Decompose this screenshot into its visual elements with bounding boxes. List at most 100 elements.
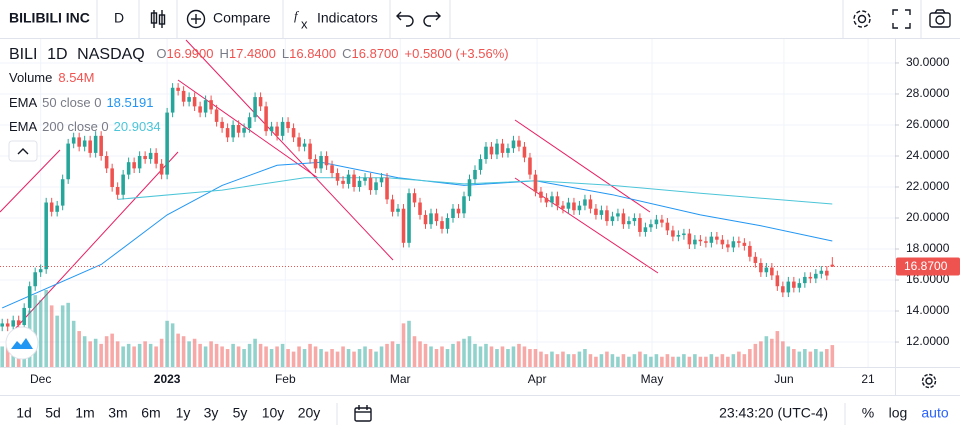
candle-body — [693, 239, 697, 245]
candle-body — [390, 199, 395, 212]
volume-bar — [319, 349, 323, 367]
indicators-button[interactable]: Indicators — [317, 10, 378, 26]
candle-body — [819, 270, 824, 274]
candle-body — [154, 152, 158, 164]
legend-name: EMA — [9, 95, 38, 110]
goto-date-icon[interactable] — [354, 405, 372, 422]
range-button[interactable]: 5d — [45, 405, 61, 421]
volume-bar — [748, 349, 752, 367]
volume-bar — [467, 336, 472, 367]
auto-toggle[interactable]: auto — [921, 405, 948, 421]
redo-icon[interactable] — [423, 11, 441, 27]
percent-toggle[interactable]: % — [862, 405, 874, 421]
range-button[interactable]: 20y — [298, 405, 321, 421]
candle-body — [187, 97, 191, 102]
candle-body — [825, 270, 829, 276]
candle-body — [99, 135, 103, 156]
candle-body — [341, 180, 345, 184]
legend-params: 50 close 0 — [42, 95, 101, 110]
ohlc-key: H — [220, 46, 229, 61]
candle-body — [781, 286, 785, 293]
volume-bar — [269, 349, 274, 367]
ohlc-key: O — [156, 46, 166, 61]
compare-icon[interactable] — [186, 9, 206, 29]
candle-body — [22, 307, 26, 325]
volume-bar — [825, 349, 829, 367]
interval-button[interactable]: D — [114, 10, 124, 26]
indicators-icon[interactable]: fx — [294, 8, 308, 31]
volume-bar — [165, 320, 169, 367]
candle-body — [357, 180, 362, 187]
candle-body — [649, 224, 653, 228]
volume-bar — [693, 354, 697, 367]
volume-bar — [621, 354, 626, 367]
range-button[interactable]: 3m — [108, 405, 127, 421]
settings-icon[interactable] — [853, 10, 871, 28]
volume-bar — [561, 351, 565, 367]
volume — [0, 290, 835, 367]
range-button[interactable]: 1d — [16, 405, 32, 421]
volume-bar — [143, 341, 147, 367]
candle-body — [731, 241, 736, 248]
y-tick-label: 18.0000 — [906, 241, 950, 255]
compare-button[interactable]: Compare — [213, 10, 271, 26]
volume-bar — [605, 351, 609, 367]
candle-body — [110, 168, 114, 187]
volume-bar — [665, 354, 670, 367]
volume-bar — [71, 320, 76, 367]
undo-icon[interactable] — [396, 11, 414, 27]
legend-value: 8.54M — [58, 70, 94, 85]
range-button[interactable]: 1m — [75, 405, 94, 421]
range-button[interactable]: 3y — [204, 405, 219, 421]
log-toggle[interactable]: log — [889, 405, 908, 421]
range-button[interactable]: 1y — [176, 405, 191, 421]
candle-body — [49, 202, 54, 212]
legend-params: 200 close 0 — [42, 119, 109, 134]
y-tick-label: 22.0000 — [906, 179, 950, 193]
candle-body — [77, 137, 81, 147]
volume-bar — [5, 341, 10, 367]
logo[interactable] — [5, 326, 39, 360]
candle-body — [16, 320, 21, 325]
candle-body — [737, 241, 741, 243]
candle-body — [643, 227, 648, 232]
volume-bar — [654, 354, 659, 367]
volume-bar — [781, 341, 785, 367]
snapshot-icon[interactable] — [929, 9, 951, 28]
collapse-legend-button[interactable] — [8, 140, 38, 162]
volume-bar — [775, 331, 780, 367]
candle-body — [830, 264, 835, 267]
x-tick-label: Apr — [528, 372, 547, 386]
scale-settings-icon[interactable] — [921, 373, 937, 389]
volume-bar — [308, 343, 312, 367]
candle-body — [0, 323, 4, 327]
volume-bar — [704, 356, 708, 367]
candle-body — [379, 177, 384, 183]
symbol-name[interactable]: BILIBILI INC — [9, 10, 90, 26]
candle-body — [66, 143, 70, 180]
candle-body — [803, 276, 807, 284]
candle-body — [374, 182, 378, 191]
candle-body — [429, 213, 433, 225]
range-button[interactable]: 10y — [262, 405, 285, 421]
volume-bar — [473, 343, 477, 367]
volume-bar — [671, 356, 675, 367]
legend-name: EMA — [9, 119, 38, 134]
candle-body — [352, 174, 356, 187]
candle-body — [55, 205, 59, 212]
ohlc-key: C — [342, 46, 351, 61]
range-button[interactable]: 6m — [141, 405, 160, 421]
volume-bar — [627, 356, 631, 367]
candle-body — [231, 124, 235, 138]
range-button[interactable]: 5y — [233, 405, 248, 421]
candle-body — [605, 210, 609, 222]
volume-bar — [121, 346, 125, 367]
volume-bar — [682, 354, 686, 367]
candle-body — [148, 152, 153, 160]
volume-bar — [792, 349, 796, 367]
volume-bar — [517, 343, 521, 367]
candle-body — [132, 162, 136, 169]
chart-type-icon[interactable] — [150, 10, 166, 28]
fullscreen-icon[interactable] — [892, 9, 911, 29]
